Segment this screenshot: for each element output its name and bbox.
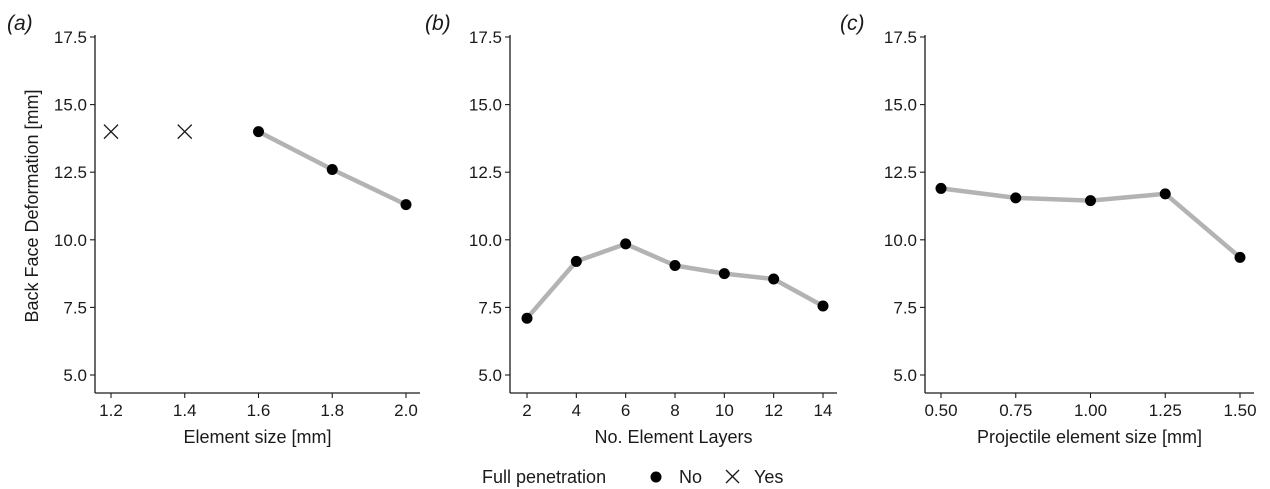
x-tick-label: 1.00 — [1074, 401, 1107, 420]
y-tick-label: 17.5 — [54, 28, 87, 47]
y-tick-label: 15.0 — [884, 96, 917, 115]
panel-a: 5.0 7.5 10.0 12.5 15.0 17.5 1.2 1.4 1.6 1.8 2.0 Ele… — [7, 12, 420, 447]
data-point-no — [400, 199, 412, 211]
y-tick-label: 12.5 — [884, 163, 917, 182]
x-tick-label: 4 — [572, 401, 581, 420]
cross-stroke — [103, 124, 119, 140]
data-point-no — [1010, 192, 1022, 204]
x-tick-label: 2.0 — [394, 401, 418, 420]
x-tick-label: 0.75 — [999, 401, 1032, 420]
data-point-no — [1159, 188, 1171, 200]
data-point-no — [326, 163, 338, 175]
legend-label-yes: Yes — [754, 467, 783, 487]
y-tick-label: 10.0 — [469, 231, 502, 250]
y-tick-label: 17.5 — [469, 28, 502, 47]
data-point-no — [1234, 251, 1246, 263]
y-tick-label: 7.5 — [478, 298, 502, 317]
panel-b: 5.0 7.5 10.0 12.5 15.0 17.5 2 4 6 8 10 12 14 No. Elem… — [425, 12, 837, 447]
x-tick-label: 6 — [621, 401, 630, 420]
legend: Full penetration No Yes — [482, 467, 783, 487]
data-point-no — [521, 312, 533, 324]
y-tick-label: 15.0 — [54, 96, 87, 115]
data-point-no — [570, 255, 582, 267]
x-tick-label: 0.50 — [924, 401, 957, 420]
data-point-no — [817, 300, 829, 312]
x-tick-label: 14 — [814, 401, 833, 420]
panel-c: 5.0 7.5 10.0 12.5 15.0 17.5 0.50 0.75 1.00 1.25 1.… — [840, 12, 1257, 447]
data-point-yes — [177, 124, 193, 140]
y-tick-label: 12.5 — [54, 163, 87, 182]
y-tick-label: 17.5 — [884, 28, 917, 47]
data-point-no — [718, 268, 730, 280]
x-axis-title: Element size [mm] — [183, 427, 331, 447]
y-tick-label: 5.0 — [893, 366, 917, 385]
data-point-yes — [103, 124, 119, 140]
legend-marker-yes — [725, 469, 740, 484]
y-tick-label: 5.0 — [478, 366, 502, 385]
x-tick-label: 1.25 — [1149, 401, 1182, 420]
y-tick-label: 7.5 — [893, 298, 917, 317]
x-tick-label: 12 — [764, 401, 783, 420]
data-point-no — [768, 273, 780, 285]
panel-label: (a) — [7, 12, 33, 35]
x-axis-title: Projectile element size [mm] — [977, 427, 1202, 447]
y-tick-label: 10.0 — [54, 231, 87, 250]
x-axis-title: No. Element Layers — [594, 427, 752, 447]
legend-title: Full penetration — [482, 467, 606, 487]
x-tick-label: 1.2 — [99, 401, 123, 420]
panels: 5.0 7.5 10.0 12.5 15.0 17.5 1.2 1.4 1.6 1.8 2.0 Ele… — [7, 12, 1257, 447]
data-point-no — [253, 126, 264, 138]
panel-label: (c) — [840, 12, 865, 35]
data-point-no — [620, 238, 632, 250]
x-tick-label: 2 — [522, 401, 531, 420]
cross-stroke — [177, 124, 193, 140]
y-tick-label: 12.5 — [469, 163, 502, 182]
data-point-no — [935, 182, 947, 194]
x-tick-label: 10 — [715, 401, 734, 420]
x-tick-label: 1.4 — [173, 401, 197, 420]
x-tick-label: 8 — [670, 401, 679, 420]
panel-label: (b) — [425, 12, 451, 35]
data-point-no — [669, 259, 681, 271]
x-tick-label: 1.50 — [1223, 401, 1256, 420]
y-axis-title: Back Face Deformation [mm] — [22, 89, 42, 322]
y-tick-label: 5.0 — [63, 366, 87, 385]
x-tick-label: 1.8 — [320, 401, 344, 420]
legend-label-no: No — [679, 467, 702, 487]
legend-marker-no — [650, 471, 662, 483]
y-tick-label: 7.5 — [63, 298, 87, 317]
data-point-no — [1085, 195, 1096, 207]
y-tick-label: 15.0 — [469, 96, 502, 115]
y-tick-label: 10.0 — [884, 231, 917, 250]
x-tick-label: 1.6 — [247, 401, 271, 420]
